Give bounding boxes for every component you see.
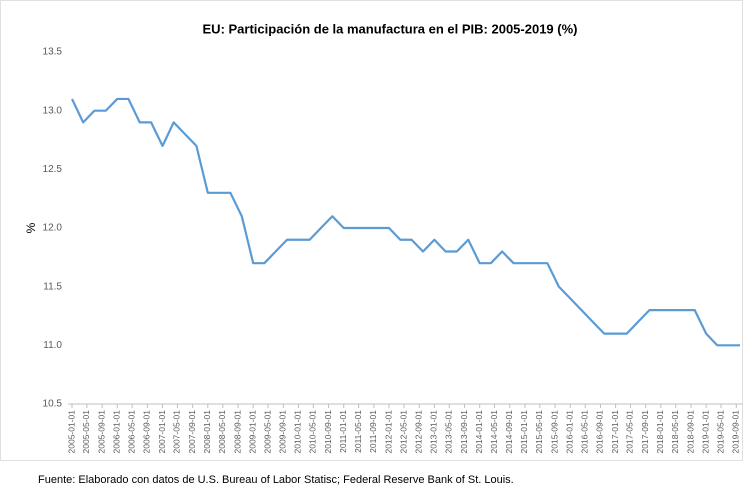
x-tick-label: 2019-01-01 [700,410,710,454]
x-tick-label: 2018-05-01 [670,410,680,454]
x-tick-label: 2009-01-01 [247,410,257,454]
x-tick-label: 2011-01-01 [338,410,348,453]
x-tick-label: 2014-01-01 [474,410,484,454]
x-tick-label: 2013-01-01 [429,410,439,454]
x-tick-label: 2011-05-01 [353,410,363,453]
y-tick-label: 13.0 [43,105,63,116]
x-tick-label: 2012-09-01 [414,410,424,454]
x-tick-label: 2015-09-01 [549,410,559,454]
x-tick-label: 2015-01-01 [519,410,529,454]
x-tick-label: 2018-01-01 [655,410,665,454]
x-tick-label: 2014-09-01 [504,410,514,454]
x-tick-label: 2007-05-01 [172,410,182,454]
x-tick-label: 2007-09-01 [187,410,197,454]
y-tick-label: 11.5 [43,281,62,292]
x-tick-label: 2016-01-01 [564,410,574,454]
x-tick-label: 2016-05-01 [579,410,589,454]
x-tick-label: 2019-09-01 [731,410,741,454]
x-tick-label: 2006-05-01 [126,410,136,454]
x-tick-label: 2005-09-01 [96,410,106,454]
frame [0,0,743,461]
x-tick-label: 2005-01-01 [66,410,76,454]
x-tick-label: 2005-05-01 [81,410,91,454]
x-tick-label: 2010-05-01 [308,410,318,454]
data-line [71,97,740,347]
y-tick-label: 11.0 [43,340,62,351]
x-tick-label: 2006-01-01 [112,410,122,454]
x-tick-label: 2013-09-01 [459,410,469,454]
x-tick-label: 2011-09-01 [368,410,378,453]
chart-title: EU: Participación de la manufactura en e… [203,21,578,36]
x-tick-label: 2007-01-01 [157,410,167,454]
y-tick-label: 10.5 [43,399,63,410]
x-tick-label: 2019-05-01 [715,410,725,454]
source-note: Fuente: Elaborado con datos de U.S. Bure… [38,474,514,486]
x-tick-label: 2012-01-01 [383,410,393,454]
x-tick-label: 2013-05-01 [444,410,454,454]
x-tick-label: 2018-09-01 [685,410,695,454]
x-tick-label: 2006-09-01 [142,410,152,454]
x-tick-label: 2010-09-01 [323,410,333,454]
x-tick-label: 2009-05-01 [262,410,272,454]
y-axis-label: % [24,222,38,233]
y-tick-label: 12.0 [43,223,63,234]
x-tick-label: 2009-09-01 [278,410,288,454]
x-tick-label: 2008-09-01 [232,410,242,454]
x-tick-label: 2016-09-01 [595,410,605,454]
x-tick-label: 2008-01-01 [202,410,212,454]
x-tick-label: 2017-05-01 [625,410,635,454]
y-tick-label: 12.5 [43,164,63,175]
x-tick-label: 2014-05-01 [489,410,499,454]
x-tick-label: 2008-05-01 [217,410,227,454]
x-tick-label: 2017-01-01 [610,410,620,454]
x-tick-label: 2012-05-01 [398,410,408,454]
x-tick-label: 2010-01-01 [293,410,303,454]
y-tick-label: 13.5 [43,47,63,58]
x-tick-label: 2015-05-01 [534,410,544,454]
x-tick-label: 2017-09-01 [640,410,650,454]
